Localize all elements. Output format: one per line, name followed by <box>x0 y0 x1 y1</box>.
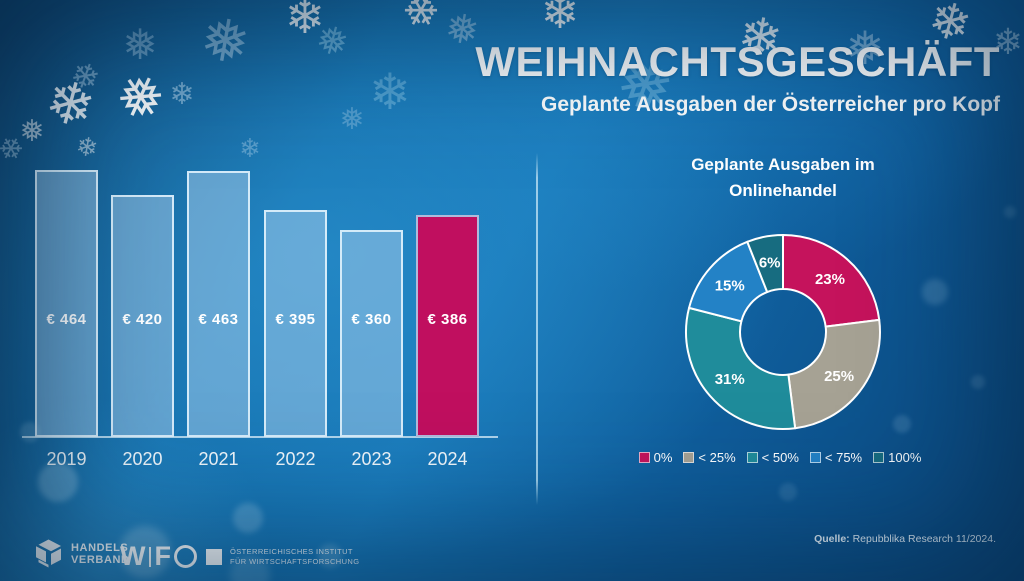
bar-value-label: € 463 <box>198 310 239 328</box>
wifo-institute-line1: ÖSTERREICHISCHES INSTITUT <box>229 547 353 556</box>
wifo-w: W <box>120 541 147 571</box>
legend-swatch-icon <box>638 452 650 463</box>
handelsverband-wordmark: HANDELS VERBAND <box>71 542 130 566</box>
wifo-separator-bar <box>149 546 152 567</box>
source-label: Quelle: <box>814 533 850 545</box>
handelsverband-cube-icon <box>36 539 61 568</box>
header: WEIHNACHTSGESCHÄFT Geplante Ausgaben der… <box>475 38 1000 117</box>
source-text: Repubblika Research 11/2024. <box>849 533 996 545</box>
legend-label: < 25% <box>698 450 736 465</box>
legend-swatch-icon <box>809 452 821 463</box>
donut-slice-label: 25% <box>824 368 854 385</box>
page-title: WEIHNACHTSGESCHÄFT <box>475 38 1000 85</box>
legend-item: 0% <box>638 450 673 465</box>
wifo-o-circle-icon <box>173 545 197 568</box>
wifo-f: F <box>154 541 172 571</box>
legend-swatch-icon <box>683 452 695 463</box>
bar-2019 <box>35 170 98 437</box>
donut-slice-label: 15% <box>715 277 745 294</box>
legend-label: 100% <box>888 450 922 465</box>
bar-value-label: € 360 <box>351 310 392 328</box>
legend-swatch-icon <box>746 452 758 463</box>
donut-chart-title: Geplante Ausgaben im Onlinehandel <box>691 155 875 200</box>
snowflake-icon: ❄ <box>540 0 580 38</box>
bar-2020 <box>111 195 174 437</box>
donut-chart: 23% 25% 31% 15% 6% <box>685 234 881 430</box>
x-axis-tick-label: 2020 <box>122 449 163 469</box>
handelsverband-logo: HANDELS VERBAND <box>33 538 130 569</box>
donut-legend: 0% < 25% < 50% < 75% 100% <box>560 450 1000 465</box>
handelsverband-line2: VERBAND <box>71 553 130 566</box>
bar-chart: € 464 2019 € 420 2020 € 463 2021 € 395 2022 € 36… <box>22 170 498 469</box>
x-axis-tick-label: 2021 <box>198 449 239 469</box>
bokeh-circle <box>922 279 948 305</box>
legend-item: < 25% <box>683 450 736 465</box>
legend-label: < 50% <box>761 450 799 465</box>
donut-slice-100% <box>746 234 784 294</box>
bar-2022 <box>264 210 327 437</box>
legend-item: 100% <box>873 450 921 465</box>
bar-value-label: € 464 <box>46 310 87 328</box>
legend-item: < 50% <box>746 450 799 465</box>
legend-item: < 75% <box>809 450 863 465</box>
x-axis-tick-label: 2022 <box>275 449 316 469</box>
page-subtitle: Geplante Ausgaben der Österreicher pro K… <box>541 93 1000 116</box>
bar-value-label: € 386 <box>427 310 468 328</box>
legend-label: 0% <box>653 450 673 465</box>
legend-swatch-icon <box>873 452 885 463</box>
bar-value-label: € 420 <box>122 310 163 328</box>
donut-slice-label: 31% <box>715 371 745 388</box>
donut-slice-label: 23% <box>815 271 845 288</box>
donut-slice-< 50% <box>685 306 797 430</box>
bokeh-circle <box>971 375 985 389</box>
x-axis-tick-label: 2023 <box>351 449 392 469</box>
wifo-square-icon <box>205 548 222 565</box>
source-note: Quelle: Repubblika Research 11/2024. <box>814 533 996 545</box>
bar-2024 <box>416 215 479 437</box>
bar-2021 <box>187 171 250 437</box>
bokeh-circle <box>779 483 797 501</box>
section-divider <box>536 153 538 505</box>
donut-slice-< 25% <box>787 318 881 430</box>
wifo-institute-line2: FÜR WIRTSCHAFTSFORSCHUNG <box>229 556 360 566</box>
bokeh-circle <box>1004 206 1016 218</box>
bar-value-label: € 395 <box>275 310 316 328</box>
donut-slice-0% <box>782 234 881 328</box>
x-axis-line <box>22 436 498 438</box>
bar-2023 <box>340 230 403 437</box>
wifo-institute-text: ÖSTERREICHISCHES INSTITUT FÜR WIRTSCHAFT… <box>230 547 359 566</box>
x-axis-tick-label: 2024 <box>427 449 468 469</box>
legend-label: < 75% <box>824 450 863 465</box>
x-axis-tick-label: 2019 <box>46 449 87 469</box>
donut-slice-label: 6% <box>759 255 781 272</box>
handelsverband-line1: HANDELS <box>71 541 129 554</box>
